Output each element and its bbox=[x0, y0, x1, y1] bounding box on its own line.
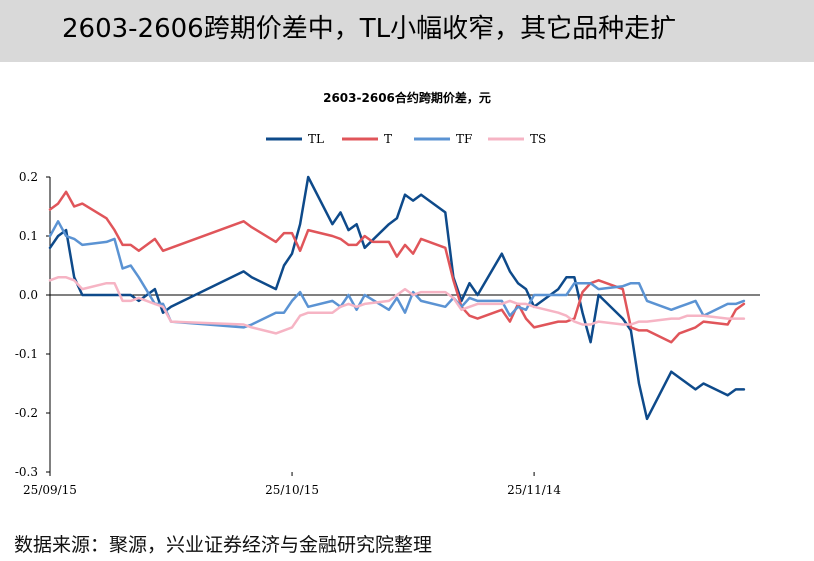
chart-series bbox=[48, 175, 746, 421]
y-tick-label: -0.1 bbox=[15, 347, 38, 361]
chart-title: 2603-2606合约跨期价差，元 bbox=[323, 90, 491, 105]
chart-axes: 0.2 0.1 0.0 -0.1 -0.2 -0.3 25/09/15 25/10/15 25/… bbox=[15, 170, 760, 497]
x-tick-label: 25/10/15 bbox=[265, 483, 319, 497]
legend-label-t: T bbox=[384, 132, 392, 146]
chart-legend: TL T TF TS bbox=[266, 132, 546, 146]
line-chart: 2603-2606合约跨期价差，元 TL T TF TS 0.2 0.1 0.0 -0.1 -… bbox=[15, 90, 760, 497]
legend-label-ts: TS bbox=[530, 132, 546, 146]
y-tick-label: 0.0 bbox=[19, 288, 38, 302]
series-line-ts bbox=[48, 276, 746, 335]
x-tick-label: 25/11/14 bbox=[507, 483, 561, 497]
y-tick-label: -0.2 bbox=[15, 406, 38, 420]
y-tick-label: -0.3 bbox=[15, 465, 38, 479]
y-tick-label: 0.1 bbox=[19, 229, 38, 243]
source-note: 数据来源：聚源，兴业证券经济与金融研究院整理 bbox=[14, 534, 433, 556]
series-line-tl bbox=[48, 175, 746, 421]
header-band: 2603-2606跨期价差中，TL小幅收窄，其它品种走扩 bbox=[0, 0, 814, 62]
x-tick-label: 25/09/15 bbox=[23, 483, 77, 497]
legend-label-tl: TL bbox=[308, 132, 324, 146]
y-tick-label: 0.2 bbox=[19, 170, 38, 184]
series-line-tf bbox=[48, 220, 746, 329]
series-line-t bbox=[48, 190, 746, 344]
page-title: 2603-2606跨期价差中，TL小幅收窄，其它品种走扩 bbox=[62, 14, 677, 44]
legend-label-tf: TF bbox=[456, 132, 472, 146]
